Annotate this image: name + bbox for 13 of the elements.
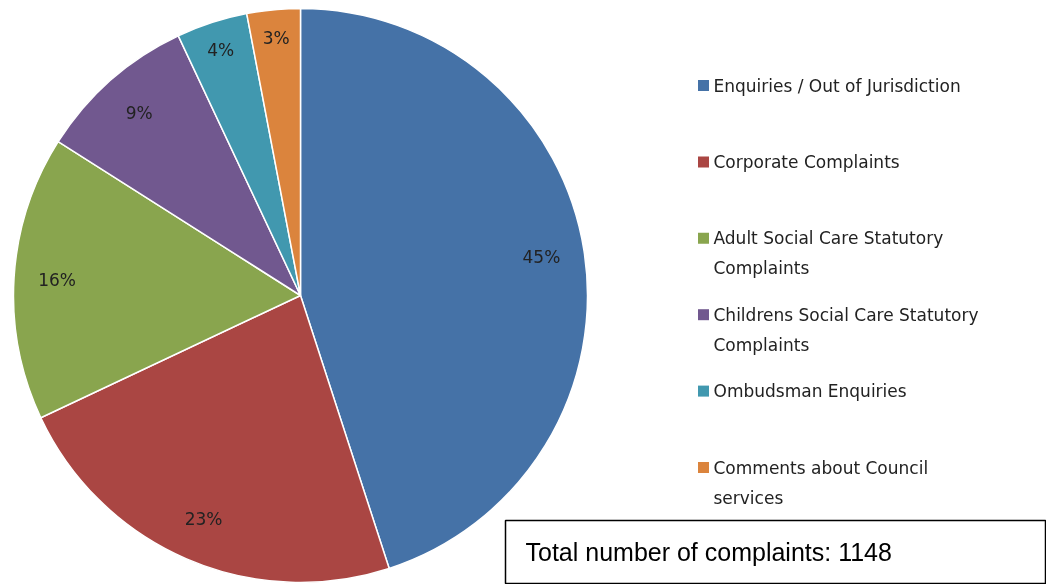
data-label: 23% (184, 509, 223, 530)
legend-label: Adult Social Care Statutory Complaints (713, 228, 944, 279)
data-label: 45% (522, 247, 561, 268)
legend-label: Childrens Social Care Statutory Complaints (713, 304, 979, 355)
data-label: 3% (262, 28, 290, 49)
legend-label: Corporate Complaints (713, 151, 900, 172)
text: Total number of complaints: 1148 (525, 537, 892, 566)
data-label: 16% (38, 270, 76, 291)
legend-label: Enquiries / Out of Jurisdiction (713, 75, 961, 96)
data-label: 4% (207, 39, 235, 60)
data-label: 9% (125, 102, 153, 123)
legend-label: Comments about Council services (713, 457, 929, 508)
legend-label: Ombudsman Enquiries (713, 381, 907, 402)
